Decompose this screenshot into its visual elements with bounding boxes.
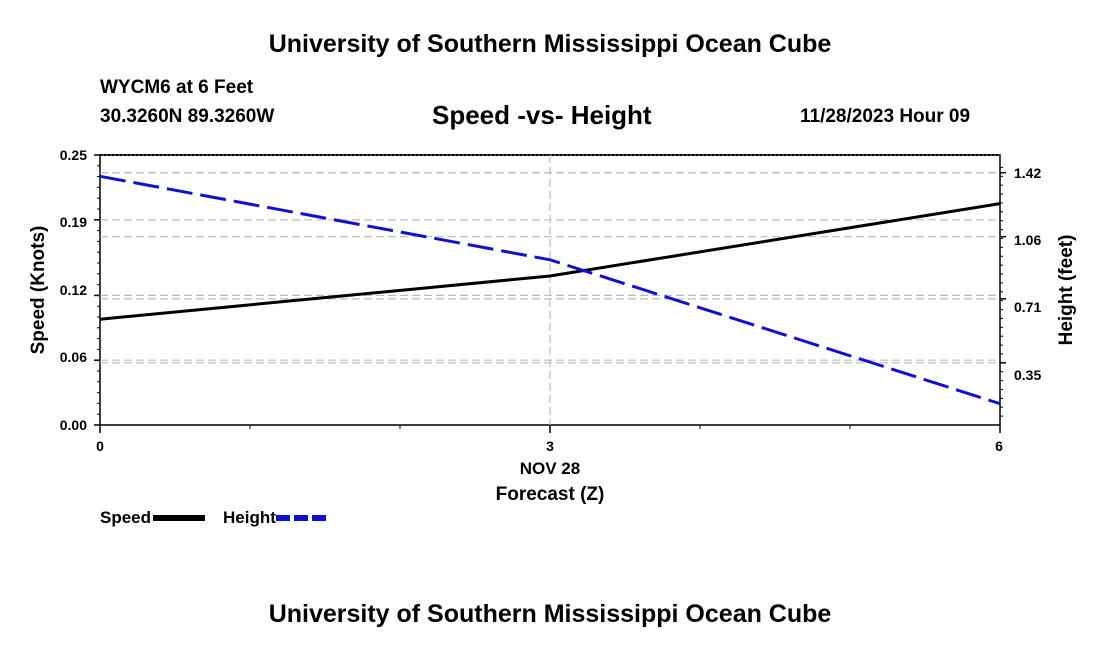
series-line-height: [99, 174, 1001, 406]
coordinates-label: 30.3260N 89.3260W: [100, 106, 275, 127]
y-left-tick-label-0: 0.00: [60, 417, 87, 433]
station-label: WYCM6 at 6 Feet: [100, 77, 254, 98]
x-axis-title: Forecast (Z): [496, 484, 605, 505]
chart-title: Speed -vs- Height: [432, 100, 652, 130]
y-right-tick-labels: 0.35 0.71 1.06 1.42: [1014, 165, 1041, 383]
series-line-speed: [99, 202, 1001, 321]
legend-speed-label: Speed: [100, 508, 152, 527]
y-right-tick-label-1: 0.71: [1014, 299, 1041, 315]
axis-ticks: [94, 154, 1006, 433]
x-date-label: NOV 28: [520, 459, 580, 478]
y-right-tick-label-3: 1.42: [1014, 165, 1041, 181]
y-right-axis-title: Height (feet): [1056, 235, 1077, 346]
x-tick-labels: 0 3 6: [96, 438, 1003, 454]
legend-speed-swatch: [153, 515, 206, 521]
legend-height-label: Height: [223, 508, 276, 527]
y-left-tick-label-2: 0.12: [60, 282, 87, 298]
page-title-bottom: University of Southern Mississippi Ocean…: [268, 600, 832, 628]
legend: Speed Height: [100, 508, 330, 528]
x-tick-label-3: 3: [546, 438, 554, 454]
y-left-tick-label-3: 0.19: [60, 214, 87, 230]
datetime-label: 11/28/2023 Hour 09: [800, 106, 971, 127]
page-title-top: University of Southern Mississippi Ocean…: [268, 30, 832, 58]
x-tick-label-6: 6: [995, 438, 1003, 454]
y-left-tick-label-1: 0.06: [60, 349, 87, 365]
series-lines: [99, 174, 1001, 406]
y-left-tick-label-4: 0.25: [60, 147, 87, 163]
grid-lines: [100, 155, 1000, 425]
x-tick-label-0: 0: [96, 438, 104, 454]
y-right-tick-label-2: 1.06: [1014, 232, 1041, 248]
legend-height-swatch: [275, 515, 328, 521]
y-right-tick-label-0: 0.35: [1014, 367, 1041, 383]
y-left-axis-title: Speed (Knots): [28, 226, 49, 355]
y-left-tick-labels: 0.00 0.06 0.12 0.19 0.25: [60, 147, 87, 433]
